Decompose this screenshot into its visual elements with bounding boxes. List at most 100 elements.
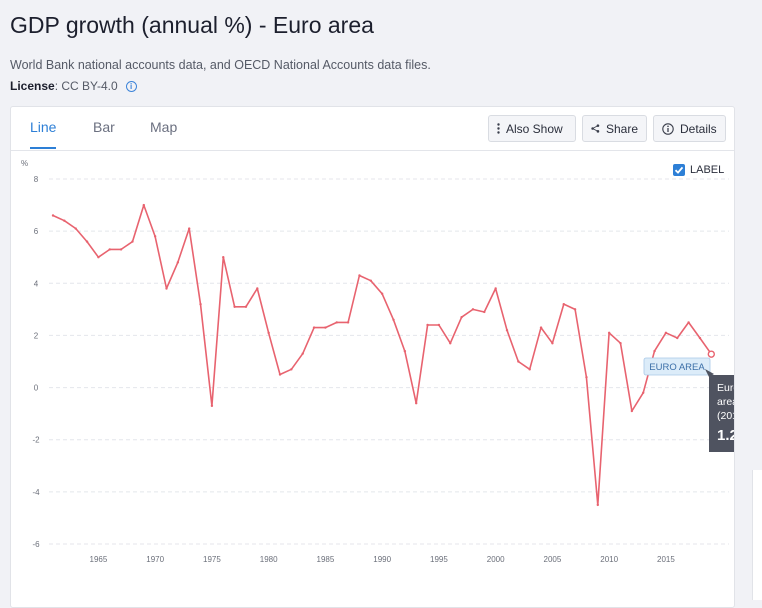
data-point[interactable]: [176, 261, 180, 264]
info-icon[interactable]: i: [125, 80, 137, 92]
data-point[interactable]: [324, 326, 327, 329]
x-tick-label: 1965: [90, 555, 108, 564]
data-point[interactable]: [165, 287, 168, 290]
data-point[interactable]: [199, 302, 202, 306]
data-point[interactable]: [664, 331, 668, 335]
data-point[interactable]: [108, 248, 111, 251]
data-point[interactable]: [698, 336, 702, 340]
series-line[interactable]: [52, 204, 712, 506]
x-tick-label: 2010: [600, 555, 618, 564]
data-point[interactable]: [233, 305, 236, 308]
data-point[interactable]: [653, 349, 656, 353]
data-point[interactable]: [290, 368, 293, 371]
tooltip-name-line2: area: [717, 396, 734, 408]
data-point[interactable]: [596, 503, 599, 507]
more-vertical-icon: [497, 123, 500, 134]
data-point[interactable]: [426, 323, 429, 327]
license-value: : CC BY-4.0: [54, 79, 118, 93]
data-point[interactable]: [392, 318, 395, 321]
data-point[interactable]: [562, 302, 565, 306]
x-tick-label: 1990: [373, 555, 391, 564]
data-point[interactable]: [346, 321, 350, 324]
x-tick-label: 1995: [430, 555, 448, 564]
data-point[interactable]: [63, 219, 66, 222]
license-line: License : CC BY-4.0 i: [10, 79, 137, 93]
data-point[interactable]: [301, 352, 304, 355]
data-point[interactable]: [573, 308, 577, 311]
data-point[interactable]: [335, 321, 338, 324]
x-tick-label: 1980: [260, 555, 278, 564]
data-point[interactable]: [142, 203, 145, 207]
also-show-button[interactable]: Also Show: [488, 115, 576, 142]
label-toggle-text: LABEL: [690, 164, 725, 176]
data-point[interactable]: [312, 326, 316, 329]
data-point[interactable]: [153, 235, 157, 238]
data-point[interactable]: [449, 342, 452, 345]
data-point[interactable]: [97, 256, 100, 259]
data-point[interactable]: [358, 274, 361, 277]
label-checkbox[interactable]: [673, 164, 685, 176]
y-axis-unit-label: %: [21, 159, 28, 168]
data-point[interactable]: [460, 315, 463, 319]
data-point-highlighted[interactable]: [707, 350, 715, 358]
line-chart: % -6 -4 -2 0 2 4 6 8 1965 1970 1975 1980 1985 1990 1995…: [21, 159, 734, 564]
data-point[interactable]: [74, 227, 77, 230]
details-label: Details: [680, 121, 717, 136]
data-point[interactable]: [244, 305, 248, 308]
tab-bar[interactable]: Bar: [93, 119, 115, 135]
data-point[interactable]: [415, 402, 418, 405]
data-point[interactable]: [539, 326, 543, 329]
y-tick-label: 0: [34, 384, 39, 393]
data-point[interactable]: [471, 308, 475, 311]
share-button[interactable]: Share: [582, 115, 647, 142]
x-tick-label: 1970: [146, 555, 164, 564]
also-show-label: Also Show: [506, 121, 563, 136]
tab-map[interactable]: Map: [150, 119, 178, 135]
x-tick-label: 1985: [317, 555, 335, 564]
data-point[interactable]: [437, 323, 441, 327]
data-point[interactable]: [51, 214, 55, 217]
y-tick-label: -4: [32, 488, 40, 497]
data-point[interactable]: [85, 240, 89, 243]
right-edge-panel: [752, 470, 762, 600]
source-subtitle: World Bank national accounts data, and O…: [10, 58, 431, 72]
x-tick-label: 2015: [657, 555, 675, 564]
y-tick-label: 6: [34, 227, 39, 236]
data-point[interactable]: [517, 360, 520, 363]
data-point[interactable]: [630, 409, 634, 413]
data-point[interactable]: [369, 279, 372, 282]
details-button[interactable]: Details: [653, 115, 726, 142]
data-point[interactable]: [607, 331, 611, 335]
data-point[interactable]: [119, 248, 123, 251]
check-icon: [674, 166, 684, 174]
data-point[interactable]: [278, 373, 282, 376]
data-point[interactable]: [210, 404, 214, 408]
data-point[interactable]: [380, 292, 384, 295]
data-point[interactable]: [505, 329, 509, 332]
label-toggle[interactable]: LABEL: [673, 164, 724, 176]
tab-line[interactable]: Line: [30, 119, 57, 149]
y-tick-label: -6: [32, 540, 40, 549]
data-point[interactable]: [676, 336, 679, 340]
data-point[interactable]: [267, 331, 270, 335]
data-point[interactable]: [687, 321, 690, 324]
data-point[interactable]: [494, 287, 497, 290]
data-point[interactable]: [585, 375, 588, 379]
share-icon: [591, 124, 600, 133]
chart-card: Line Bar Map Also Show Share Details: [10, 106, 735, 608]
y-tick-label: 4: [34, 279, 39, 288]
data-point[interactable]: [619, 342, 622, 345]
data-point[interactable]: [483, 310, 486, 314]
data-point[interactable]: [222, 256, 225, 259]
share-label: Share: [605, 121, 638, 136]
page-title: GDP growth (annual %) - Euro area: [10, 12, 374, 38]
data-point[interactable]: [642, 391, 645, 394]
x-tick-label: 2000: [487, 555, 505, 564]
series-label-badge: [643, 357, 711, 376]
data-point[interactable]: [131, 240, 134, 243]
data-point[interactable]: [188, 227, 191, 230]
data-point[interactable]: [403, 349, 407, 353]
data-point[interactable]: [551, 342, 554, 345]
data-point[interactable]: [256, 287, 259, 290]
data-point[interactable]: [528, 368, 531, 371]
